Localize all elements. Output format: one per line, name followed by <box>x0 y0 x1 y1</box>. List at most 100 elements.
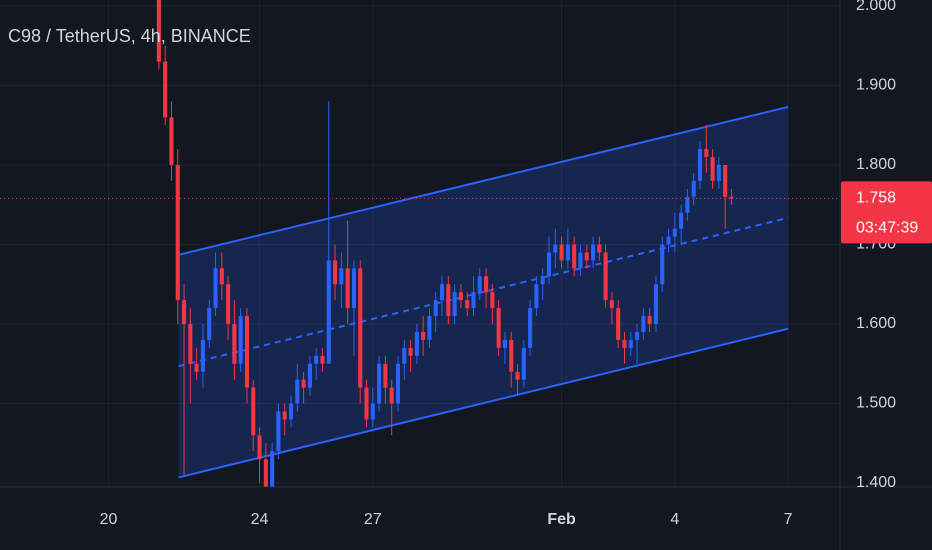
y-tick-label: 1.900 <box>856 77 896 94</box>
candle-body <box>622 339 627 348</box>
candle-body <box>402 347 407 364</box>
candle-body <box>446 284 451 317</box>
candle-body <box>156 0 161 62</box>
candle-body <box>326 260 331 364</box>
candle-body <box>226 284 231 325</box>
candle-body <box>270 451 275 487</box>
candle-body <box>666 236 671 245</box>
candle-body <box>597 244 602 253</box>
candle-body <box>175 164 180 301</box>
candle-body <box>288 403 294 420</box>
candle-body <box>490 292 495 309</box>
candle-body <box>660 244 665 285</box>
candle-body <box>194 363 199 372</box>
candle-body <box>188 324 193 364</box>
last-price-label: 1.758 <box>856 190 896 207</box>
y-tick-label: 1.800 <box>856 156 896 173</box>
candle-body <box>704 149 709 158</box>
x-tick-label: 24 <box>251 511 269 528</box>
candle-body <box>534 284 539 309</box>
candle-body <box>716 164 721 181</box>
candle-body <box>515 371 520 380</box>
y-tick-label: 1.500 <box>856 395 896 412</box>
candle-body <box>616 308 621 340</box>
candle-body <box>565 244 570 261</box>
candle-body <box>389 387 394 404</box>
candle-body <box>282 411 287 420</box>
candle-body <box>590 244 596 261</box>
candle-body <box>553 244 558 253</box>
candle-body <box>414 331 419 356</box>
candle-body <box>458 292 463 301</box>
candle-body <box>182 300 187 325</box>
candle-body <box>364 387 369 420</box>
candle-body <box>641 316 646 332</box>
candle-body <box>433 300 438 317</box>
channel-upper <box>178 105 789 256</box>
candle-body <box>559 244 564 261</box>
candle-body <box>427 316 432 340</box>
candle-body <box>546 252 552 277</box>
candle-body <box>697 149 703 181</box>
candle-body <box>257 435 262 460</box>
candle-body <box>358 268 363 388</box>
candle-body <box>729 196 734 199</box>
candle-body <box>345 268 350 309</box>
x-tick-label: 27 <box>364 511 382 528</box>
candle-body <box>351 268 356 309</box>
candle-body <box>219 268 224 285</box>
candle-body <box>484 276 489 293</box>
y-tick-label: 1.400 <box>856 474 896 491</box>
x-tick-label: Feb <box>547 511 576 528</box>
chart-title: C98 / TetherUS, 4h, BINANCE <box>8 26 251 46</box>
candle-body <box>710 157 715 181</box>
y-tick-label: 2.000 <box>856 0 896 14</box>
countdown-label: 03:47:39 <box>856 220 918 237</box>
candle-body <box>383 363 388 388</box>
candle-body <box>439 284 445 301</box>
candle-body <box>477 276 482 293</box>
candle-body <box>679 212 684 229</box>
channel-lower <box>178 327 789 479</box>
candle-body <box>207 308 212 340</box>
candle-body <box>244 316 250 388</box>
candle-body <box>685 196 690 213</box>
candle-body <box>496 308 501 348</box>
candle-body <box>471 292 476 309</box>
candle-body <box>314 355 319 364</box>
last-price-badge <box>841 181 932 244</box>
candle-body <box>578 252 583 269</box>
candle-body <box>377 363 382 404</box>
candle-body <box>635 331 640 340</box>
candle-body <box>263 459 268 487</box>
candle-body <box>502 339 507 348</box>
candle-body <box>339 268 344 285</box>
candle-body <box>276 411 281 452</box>
candle-body <box>295 379 300 404</box>
candle-body <box>232 324 237 364</box>
x-tick-label: 4 <box>670 511 679 528</box>
candle-body <box>521 347 526 380</box>
candle-body <box>540 276 545 285</box>
candle-body <box>307 363 312 388</box>
candle-body <box>421 331 426 340</box>
plot-area <box>156 0 789 487</box>
candle-body <box>169 117 174 165</box>
candle-body <box>370 403 375 420</box>
x-tick-label: 20 <box>100 511 118 528</box>
candle-body <box>320 355 325 364</box>
candle-body <box>251 387 256 436</box>
candle-body <box>163 61 168 118</box>
candle-body <box>452 292 457 317</box>
candle-body <box>213 268 218 309</box>
candle-body <box>723 164 728 197</box>
candle-body <box>584 252 589 261</box>
candle-body <box>509 339 514 372</box>
candle-body <box>603 252 608 301</box>
candle-body <box>628 339 633 348</box>
candle-body <box>609 300 614 309</box>
candle-body <box>572 244 577 269</box>
candle-body <box>653 284 658 325</box>
candle-body <box>395 363 401 404</box>
